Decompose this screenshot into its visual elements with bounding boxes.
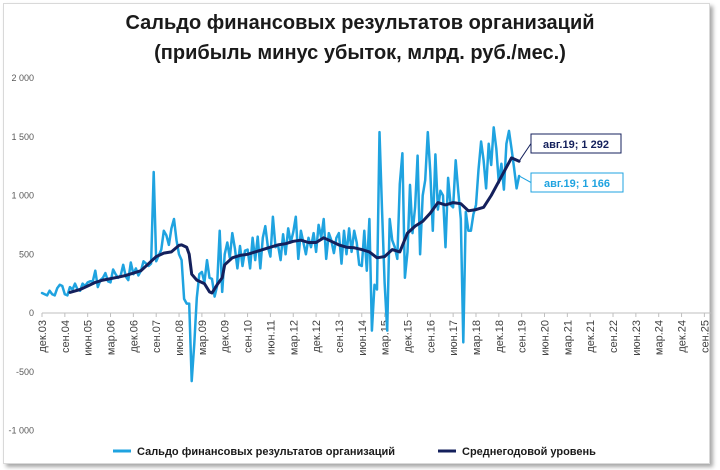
x-tick-label: сен.25 — [699, 320, 711, 353]
annotation-label: авг.19; 1 292 — [543, 139, 609, 151]
x-tick-label: июн.11 — [265, 320, 277, 355]
annotation-layer: авг.19; 1 292 авг.19; 1 166 — [518, 133, 624, 193]
x-tick-label: сен.10 — [243, 320, 255, 353]
series-layer — [40, 126, 521, 383]
x-tick-label: июн.14 — [357, 320, 369, 356]
legend-label: Среднегодовой уровень — [462, 446, 596, 458]
x-tick-label: мар.18 — [471, 320, 483, 355]
x-tick-label: мар.06 — [106, 320, 118, 355]
chart-title-line2: (прибыль минус убыток, млрд. руб./мес.) — [154, 42, 566, 64]
series-line-annual-average — [68, 156, 521, 295]
legend-label: Сальдо финансовых результатов организаци… — [137, 446, 395, 458]
x-tick-label: июн.20 — [540, 320, 552, 356]
x-tick-label: сен.19 — [517, 320, 529, 353]
chart-title-line1: Сальдо финансовых результатов организаци… — [125, 12, 595, 34]
x-tick-label: мар.21 — [562, 320, 574, 355]
x-tick-label: мар.09 — [197, 320, 209, 355]
chart-frame — [3, 3, 710, 464]
y-tick-label: 500 — [19, 249, 34, 259]
x-tick-label: дек.18 — [494, 320, 506, 353]
x-tick-label: сен.22 — [608, 320, 620, 353]
annotation-label: авг.19; 1 166 — [544, 178, 610, 190]
x-tick-label: июн.08 — [174, 320, 186, 356]
annotation-box — [530, 172, 624, 193]
x-tick-label: дек.09 — [220, 320, 232, 353]
x-tick-label: июн.17 — [448, 320, 460, 356]
chart-legend: Сальдо финансовых результатов организаци… — [113, 446, 596, 458]
annotation-leader — [518, 143, 532, 162]
x-tick-label: дек.06 — [128, 320, 140, 353]
y-tick-label: -1 000 — [8, 426, 34, 436]
x-tick-label: дек.03 — [37, 320, 49, 353]
x-tick-label: мар.12 — [288, 320, 300, 355]
x-tick-label: сен.04 — [60, 320, 72, 353]
x-tick-label: мар.15 — [380, 320, 392, 355]
x-tick-label: дек.12 — [311, 320, 323, 353]
x-tick-label: дек.21 — [585, 320, 597, 353]
y-tick-label: -500 — [16, 367, 34, 377]
x-tick-label: сен.13 — [334, 320, 346, 353]
annotation-box — [530, 133, 622, 154]
chart-title: Сальдо финансовых результатов организаци… — [0, 8, 720, 68]
x-tick-label: сен.07 — [151, 320, 163, 353]
y-tick-label: 2 000 — [11, 73, 34, 83]
x-tick-label: дек.15 — [402, 320, 414, 353]
y-tick-label: 0 — [29, 308, 34, 318]
x-tick-label: сен.16 — [425, 320, 437, 353]
annotation-leader — [518, 175, 532, 183]
series-line-saldo — [40, 126, 521, 383]
y-tick-label: 1 000 — [11, 191, 34, 201]
x-tick-label: мар.24 — [654, 320, 666, 355]
x-tick-label: июн.05 — [83, 320, 95, 356]
chart-axes: -1 000 -500 0 500 1 000 1 500 2 000 дек.03 сен.0… — [8, 73, 712, 436]
y-tick-label: 1 500 — [11, 132, 34, 142]
x-tick-label: дек.24 — [677, 320, 689, 353]
x-tick-label: июн.23 — [631, 320, 643, 356]
